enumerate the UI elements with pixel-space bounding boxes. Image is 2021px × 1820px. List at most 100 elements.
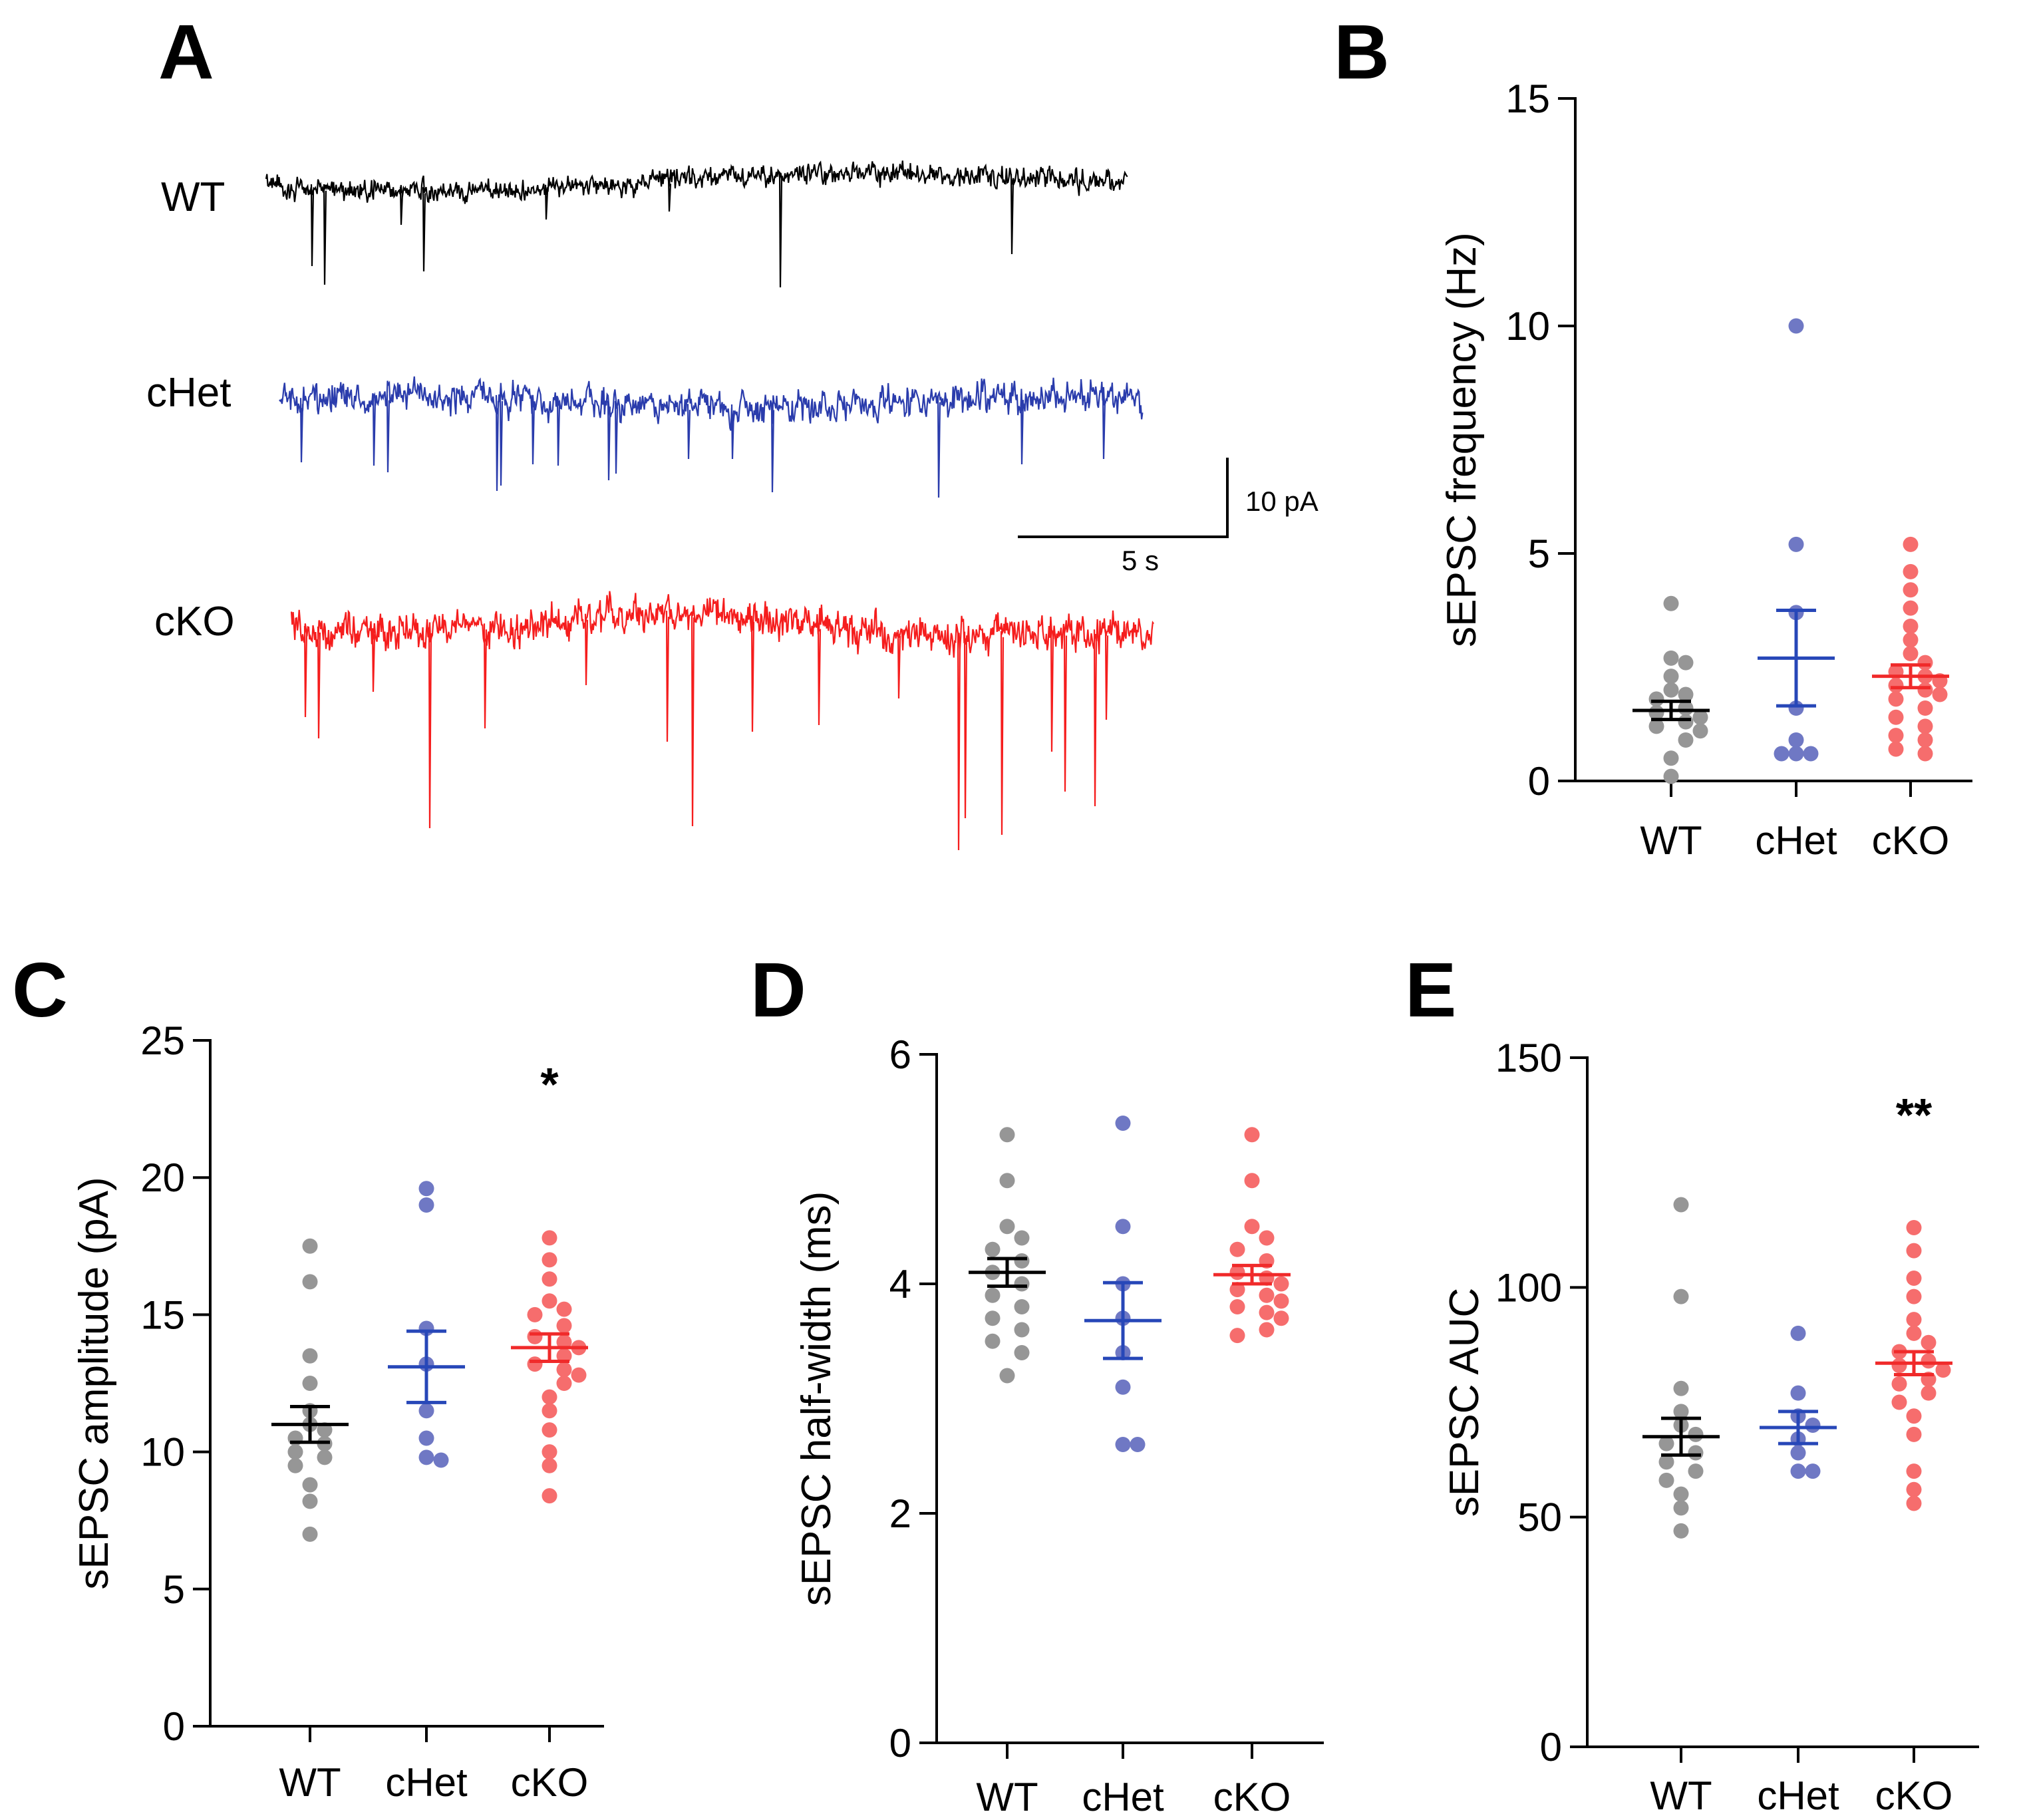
panel-c-point-cko xyxy=(556,1301,572,1317)
panel-d-y-tick-label: 2 xyxy=(889,1491,911,1536)
panel-d-point-wt xyxy=(985,1333,1001,1349)
panel-b-x-tick-label: cKO xyxy=(1872,818,1950,863)
panel-c-x-tick-label: cKO xyxy=(511,1760,589,1805)
panel-c-y-tick-label: 25 xyxy=(140,1018,185,1063)
trace-cko xyxy=(290,591,1154,851)
panel-e-y-tick-label: 0 xyxy=(1540,1725,1562,1769)
panel-c-point-cko xyxy=(556,1376,572,1391)
panel-b-point-cko xyxy=(1917,700,1933,716)
panel-b-point-cko xyxy=(1903,536,1919,552)
panel-d-point-wt xyxy=(999,1127,1015,1143)
panel-d-point-cko xyxy=(1244,1219,1260,1235)
panel-c-x-tick-label: cHet xyxy=(385,1760,468,1805)
panel-e-point-wt xyxy=(1688,1426,1704,1442)
panel-d-point-wt xyxy=(1014,1322,1030,1338)
panel-b-point-wt xyxy=(1663,669,1679,684)
panel-e-point-cko xyxy=(1921,1353,1937,1369)
panel-d-half-width-chart: 0 2 4 6 sEPSC half-width (ms) WT cHet cKO xyxy=(794,1032,1324,1819)
panel-e-point-cko xyxy=(1906,1312,1922,1328)
panel-e-point-wt xyxy=(1673,1289,1689,1304)
panel-d-point-cko xyxy=(1259,1304,1275,1320)
panel-e-point-cko xyxy=(1906,1271,1922,1287)
panel-e-point-cko xyxy=(1891,1358,1907,1374)
panel-b-point-cko xyxy=(1917,746,1933,762)
panel-c-y-axis-label: sEPSC amplitude (pA) xyxy=(71,1177,117,1589)
panel-c-point-chet xyxy=(418,1449,434,1465)
panel-e-point-wt xyxy=(1688,1463,1704,1479)
panel-b-point-chet xyxy=(1803,746,1819,762)
panel-e-point-wt xyxy=(1688,1445,1704,1461)
panel-c-y-tick-label: 10 xyxy=(140,1430,185,1475)
panel-e-point-cko xyxy=(1921,1385,1937,1401)
panel-b-point-wt xyxy=(1692,709,1708,725)
panel-e-y-tick-label: 100 xyxy=(1495,1265,1562,1310)
panel-c-point-cko xyxy=(527,1328,543,1344)
panel-b-y-tick-label: 10 xyxy=(1505,304,1550,349)
panel-d-point-chet xyxy=(1115,1437,1131,1452)
panel-b-y-tick-label: 5 xyxy=(1528,531,1550,576)
trace-label-wt: WT xyxy=(161,174,225,220)
panel-e-auc-chart: 0 50 100 150 sEPSC AUC WT cHet cKO ** xyxy=(1442,1036,1979,1818)
panel-b-point-cko xyxy=(1932,686,1948,702)
panel-label-b: B xyxy=(1334,9,1390,95)
panel-e-point-cko xyxy=(1906,1243,1922,1259)
panel-label-a: A xyxy=(158,9,214,95)
panel-d-point-cko xyxy=(1244,1173,1260,1189)
panel-b-point-cko xyxy=(1903,582,1919,598)
panel-d-x-tick-label: cKO xyxy=(1213,1775,1291,1819)
panel-b-point-cko xyxy=(1888,709,1904,725)
trace-wt xyxy=(265,160,1128,288)
panel-b-point-chet xyxy=(1774,746,1789,762)
panel-b-point-chet xyxy=(1788,732,1804,748)
panel-c-point-chet xyxy=(418,1181,434,1197)
panel-d-point-cko xyxy=(1273,1310,1289,1326)
panel-e-point-chet xyxy=(1805,1418,1821,1434)
panel-b-point-wt xyxy=(1648,718,1664,734)
panel-e-point-wt xyxy=(1673,1404,1689,1420)
panel-e-point-cko xyxy=(1906,1495,1922,1511)
panel-c-y-tick-label: 0 xyxy=(163,1704,185,1749)
panel-d-x-tick-label: WT xyxy=(976,1775,1038,1819)
panel-e-y-tick-label: 150 xyxy=(1495,1036,1562,1080)
panel-e-x-tick-label: cKO xyxy=(1875,1773,1953,1818)
panel-b-y-axis-label: sEPSC frequency (Hz) xyxy=(1439,232,1485,647)
panel-b-point-wt xyxy=(1678,686,1694,702)
panel-e-point-chet xyxy=(1790,1385,1806,1401)
panel-e-point-wt xyxy=(1658,1472,1674,1488)
panel-e-point-wt xyxy=(1673,1486,1689,1502)
panel-d-point-wt xyxy=(985,1287,1001,1303)
panel-label-e: E xyxy=(1405,947,1456,1033)
panel-d-y-tick-label: 6 xyxy=(889,1032,911,1077)
panel-c-point-wt xyxy=(302,1376,318,1391)
panel-c-point-cko xyxy=(542,1293,557,1309)
panel-d-point-cko xyxy=(1273,1276,1289,1292)
panel-d-y-tick-label: 0 xyxy=(889,1721,911,1765)
panel-c-x-tick-label: WT xyxy=(279,1760,341,1805)
panel-b-point-wt xyxy=(1663,750,1679,766)
panel-e-point-cko xyxy=(1906,1289,1922,1304)
panel-d-x-tick-label: cHet xyxy=(1082,1775,1164,1819)
panel-d-point-wt xyxy=(1014,1345,1030,1360)
panel-c-point-cko xyxy=(556,1362,572,1378)
panel-c-point-cko xyxy=(542,1389,557,1405)
panel-b-point-cko xyxy=(1888,728,1904,744)
panel-e-x-tick-label: cHet xyxy=(1757,1773,1839,1818)
panel-e-point-chet xyxy=(1790,1325,1806,1341)
panel-b-y-tick-label: 15 xyxy=(1505,76,1550,121)
panel-b-point-cko xyxy=(1917,732,1933,748)
panel-c-point-wt xyxy=(287,1444,303,1460)
panel-b-x-tick-label: cHet xyxy=(1755,818,1837,863)
panel-c-point-chet xyxy=(433,1452,449,1468)
panel-b-point-cko xyxy=(1888,677,1904,693)
panel-d-point-wt xyxy=(999,1219,1015,1235)
panel-c-point-chet xyxy=(418,1403,434,1419)
panel-b-point-cko xyxy=(1888,741,1904,757)
panel-d-point-wt xyxy=(999,1173,1015,1189)
panel-d-point-cko xyxy=(1229,1299,1245,1314)
trace-chet xyxy=(279,376,1144,498)
panel-d-y-axis-label: sEPSC half-width (ms) xyxy=(794,1191,840,1606)
panel-d-y-tick-label: 4 xyxy=(889,1262,911,1306)
panel-e-point-cko xyxy=(1906,1463,1922,1479)
panel-b-point-cko xyxy=(1917,655,1933,671)
